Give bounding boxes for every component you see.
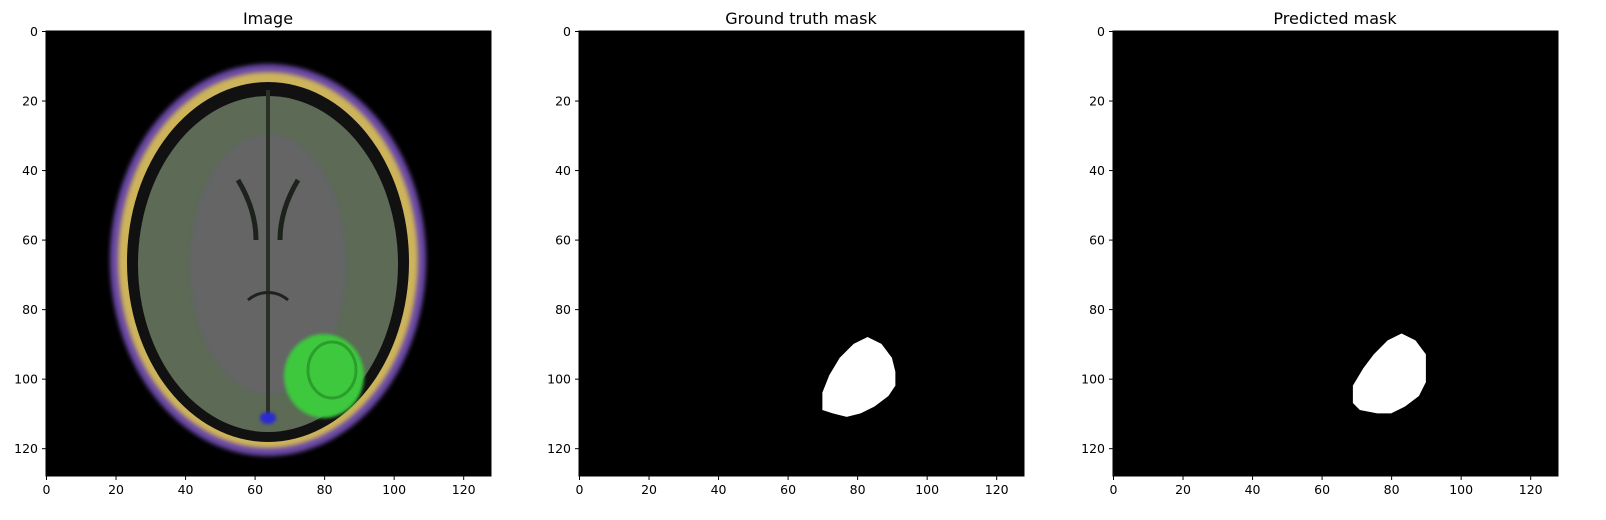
predicted-xtick-label: 80 [1384, 482, 1400, 497]
ground-truth-xtick-label: 120 [985, 482, 1009, 497]
predicted-xtick-label: 0 [1110, 482, 1118, 497]
predicted-mask-region [1352, 333, 1426, 414]
ground-truth-xtick-label: 80 [850, 482, 866, 497]
predicted-ytick-label: 0 [1097, 24, 1105, 39]
ground-truth-ytick-label: 20 [555, 94, 571, 109]
panel-image: Image 0 20 40 60 80 100 120 0 20 40 60 80 100 120 [14, 9, 492, 497]
image-xtick-label: 20 [108, 482, 124, 497]
image-ytick-label: 60 [22, 233, 38, 248]
ground-truth-xtick-label: 60 [780, 482, 796, 497]
ventricles [235, 178, 301, 241]
blue-artifact [260, 412, 276, 424]
predicted-ytick-label: 20 [1089, 94, 1105, 109]
image-ticks: 0 20 40 60 80 100 120 0 20 40 60 80 100 120 [14, 24, 476, 497]
predicted-ytick-label: 120 [1081, 441, 1105, 456]
predicted-ytick-label: 60 [1089, 233, 1105, 248]
ground-truth-background [579, 31, 1024, 476]
image-ytick-label: 120 [14, 441, 38, 456]
image-xtick-label: 40 [178, 482, 194, 497]
predicted-xtick-label: 120 [1519, 482, 1543, 497]
ground-truth-ytick-label: 80 [555, 302, 571, 317]
posterior-horn [247, 291, 289, 302]
ground-truth-xtick-label: 100 [915, 482, 939, 497]
predicted-ytick-label: 100 [1081, 372, 1105, 387]
image-frame [45, 30, 492, 477]
ground-truth-ytick-label: 60 [555, 233, 571, 248]
predicted-xtick-label: 100 [1449, 482, 1473, 497]
ground-truth-xtick-label: 40 [711, 482, 727, 497]
image-ytick-label: 0 [30, 24, 38, 39]
image-xtick-label: 0 [43, 482, 51, 497]
image-xtick-label: 80 [317, 482, 333, 497]
predicted-ticks: 0 20 40 60 80 100 120 0 20 40 60 80 100 120 [1081, 24, 1543, 497]
predicted-background [1113, 31, 1558, 476]
panel-image-title: Image [243, 9, 293, 28]
predicted-xtick-label: 60 [1314, 482, 1330, 497]
panel-ground-truth-title: Ground truth mask [725, 9, 877, 28]
tumor-core-ring [306, 340, 358, 400]
ground-truth-ytick-label: 0 [563, 24, 571, 39]
panel-predicted-title: Predicted mask [1273, 9, 1397, 28]
ground-truth-ytick-label: 120 [547, 441, 571, 456]
tumor-region [284, 334, 364, 418]
predicted-xtick-label: 40 [1245, 482, 1261, 497]
image-area [46, 31, 491, 476]
ground-truth-frame [578, 30, 1025, 477]
panel-predicted: Predicted mask 0 20 40 60 80 100 120 0 20 40 60 80 1… [1081, 9, 1559, 497]
image-ytick-label: 40 [22, 163, 38, 178]
ground-truth-ytick-label: 40 [555, 163, 571, 178]
predicted-frame [1112, 30, 1559, 477]
panel-ground-truth: Ground truth mask 0 20 40 60 80 100 120 0 20 40 60… [547, 9, 1025, 497]
predicted-ytick-label: 40 [1089, 163, 1105, 178]
ground-truth-xtick-label: 0 [576, 482, 584, 497]
image-xtick-label: 120 [452, 482, 476, 497]
ground-truth-mask-region [822, 336, 896, 417]
image-ytick-label: 100 [14, 372, 38, 387]
image-ytick-label: 20 [22, 94, 38, 109]
predicted-xtick-label: 20 [1175, 482, 1191, 497]
image-ytick-label: 80 [22, 302, 38, 317]
predicted-ytick-label: 80 [1089, 302, 1105, 317]
ground-truth-xtick-label: 20 [641, 482, 657, 497]
image-xtick-label: 60 [247, 482, 263, 497]
image-xtick-label: 100 [382, 482, 406, 497]
ground-truth-ytick-label: 100 [547, 372, 571, 387]
ground-truth-ticks: 0 20 40 60 80 100 120 0 20 40 60 80 100 120 [547, 24, 1009, 497]
